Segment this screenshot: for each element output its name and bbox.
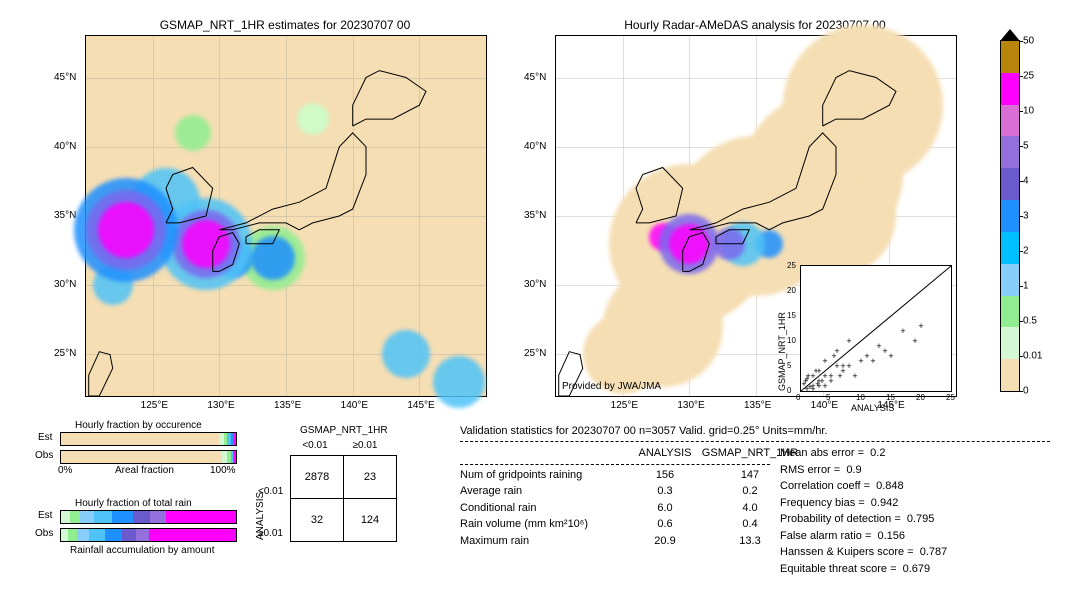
map-left: 125°E130°E135°E140°E145°E25°N30°N35°N40°…: [85, 35, 487, 397]
comparison-label: Conditional rain: [460, 500, 630, 517]
validation-stat: Mean abs error = 0.2: [780, 445, 947, 462]
contingency-cell: 32: [291, 499, 344, 542]
comparison-a: 20.9: [630, 533, 700, 550]
scatter-inset: 00551010151520202525ANALYSISGSMAP_NRT_1H…: [800, 265, 952, 392]
totalrain-obs-label: Obs: [35, 528, 53, 539]
contingency-cell: 2878: [291, 456, 344, 499]
colorbar: 502510543210.50.010: [1000, 40, 1020, 392]
validation-stat: Hanssen & Kuipers score = 0.787: [780, 544, 947, 561]
validation-stat: Probability of detection = 0.795: [780, 511, 947, 528]
map-left-title: GSMAP_NRT_1HR estimates for 20230707 00: [85, 18, 485, 32]
occurrence-est-bar: [60, 432, 237, 446]
map-right-title: Hourly Radar-AMeDAS analysis for 2023070…: [555, 18, 955, 32]
occurrence-est-label: Est: [38, 432, 52, 443]
comparison-label: Num of gridpoints raining: [460, 467, 630, 484]
validation-dash1: [460, 441, 1050, 442]
validation-stat: Correlation coeff = 0.848: [780, 478, 947, 495]
comparison-a: 0.6: [630, 516, 700, 533]
occurrence-title: Hourly fraction by occurence: [75, 420, 202, 431]
totalrain-bottom: Rainfall accumulation by amount: [70, 545, 215, 556]
totalrain-title: Hourly fraction of total rain: [75, 498, 192, 509]
validation-stat: False alarm ratio = 0.156: [780, 528, 947, 545]
totalrain-est-bar: [60, 510, 237, 524]
comparison-block: ANALYSISGSMAP_NRT_1HRNum of gridpoints r…: [460, 445, 800, 549]
contingency-col-header: GSMAP_NRT_1HR: [300, 425, 388, 436]
occurrence-obs-label: Obs: [35, 450, 53, 461]
totalrain-est-label: Est: [38, 510, 52, 521]
comparison-a: 6.0: [630, 500, 700, 517]
comparison-a: 0.3: [630, 483, 700, 500]
occurrence-xleft: 0%: [58, 465, 72, 476]
contingency-cell: 124: [344, 499, 397, 542]
validation-stat: Equitable threat score = 0.679: [780, 561, 947, 578]
contingency-table: 28782332124: [290, 455, 397, 542]
occurrence-xright: 100%: [210, 465, 236, 476]
comparison-a: 156: [630, 467, 700, 484]
comparison-label: Average rain: [460, 483, 630, 500]
validation-stat: RMS error = 0.9: [780, 462, 947, 479]
validation-stat: Frequency bias = 0.942: [780, 495, 947, 512]
comparison-label: Maximum rain: [460, 533, 630, 550]
totalrain-obs-bar: [60, 528, 237, 542]
validation-stats: Mean abs error = 0.2RMS error = 0.9Corre…: [780, 445, 947, 577]
contingency-col-labels: <0.01≥0.01: [290, 440, 390, 451]
contingency-cell: 23: [344, 456, 397, 499]
contingency-row-labels: <0.01≥0.01: [258, 470, 283, 554]
map-attrib: Provided by JWA/JMA: [562, 381, 661, 392]
validation-title: Validation statistics for 20230707 00 n=…: [460, 425, 828, 437]
occurrence-obs-bar: [60, 450, 237, 464]
comparison-label: Rain volume (mm km²10⁶): [460, 516, 630, 533]
occurrence-xmid: Areal fraction: [115, 465, 174, 476]
